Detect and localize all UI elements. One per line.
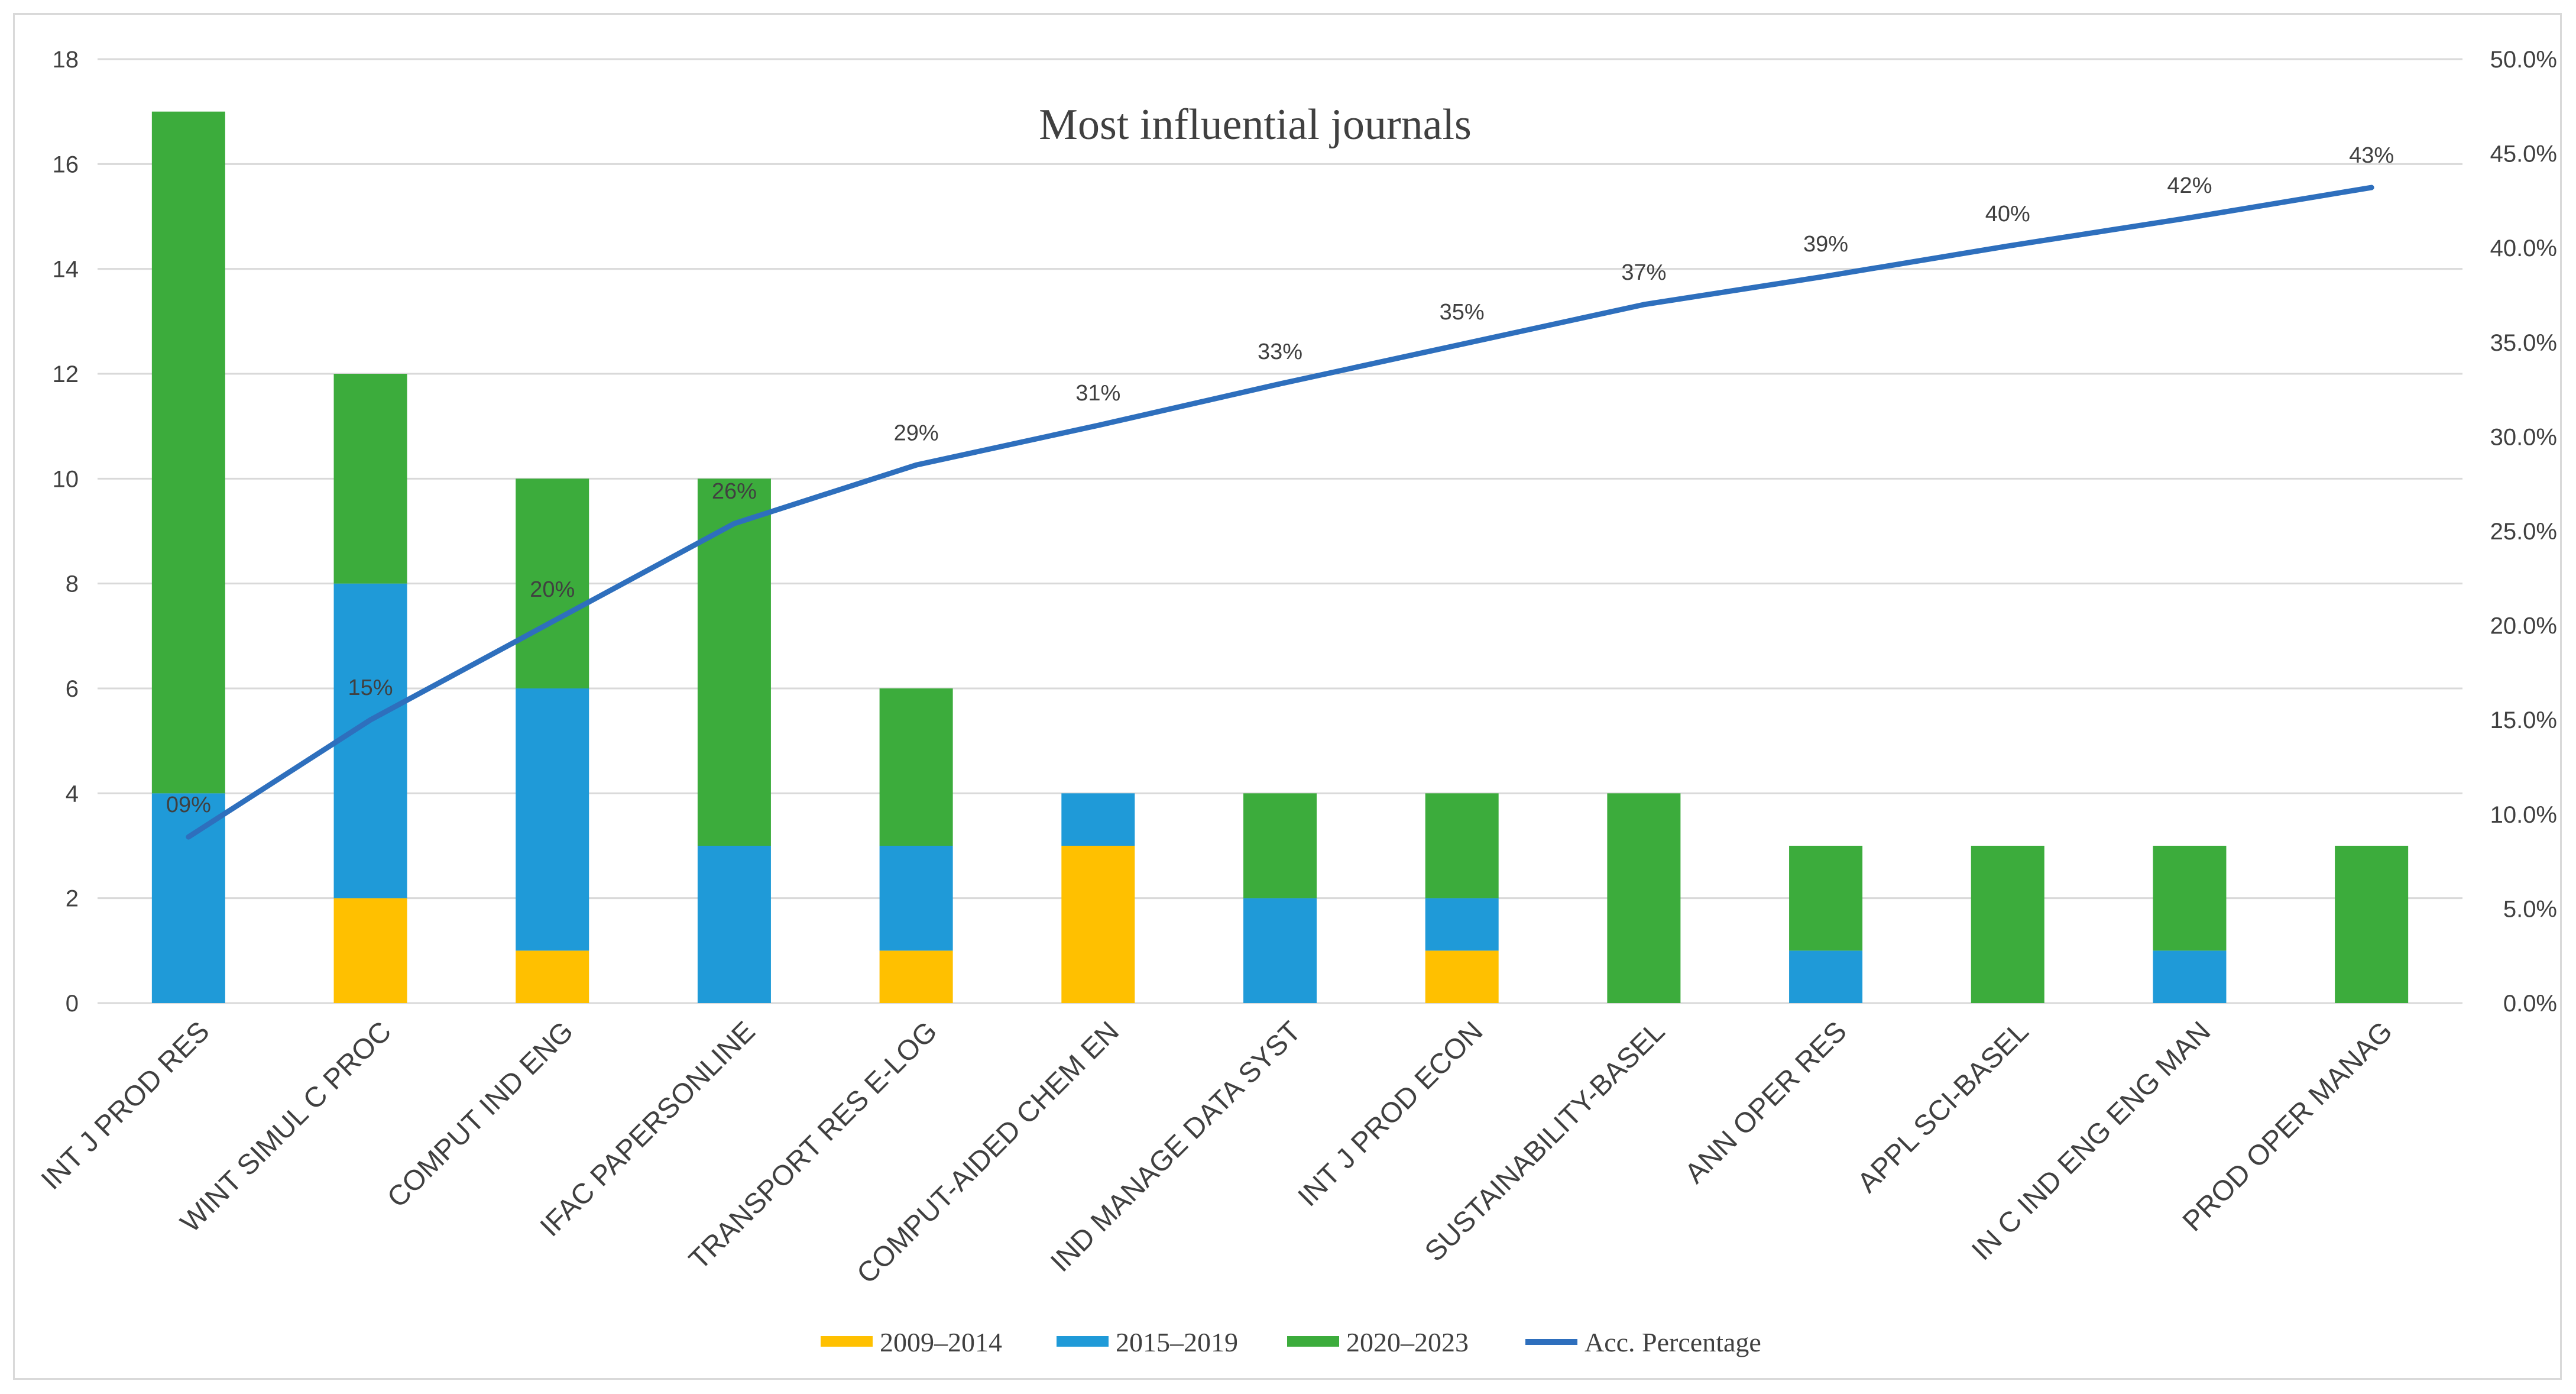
percentage-label: 42% bbox=[2167, 173, 2212, 198]
category-label: IFAC PAPERSONLINE bbox=[534, 1015, 762, 1243]
accumulated-percentage-series bbox=[186, 185, 2374, 840]
y-tick-label: 10 bbox=[53, 466, 79, 492]
percentage-label: 35% bbox=[1440, 300, 1485, 325]
category-label: INT J PROD RES bbox=[35, 1015, 216, 1196]
legend-swatch bbox=[1287, 1336, 1339, 1347]
chart-frame: 0 2 4 6 8 10 12 14 16 18 0.0% 5.0% 10.0% 15.0% 20.0% 2… bbox=[13, 13, 2562, 1380]
bar-segment bbox=[879, 846, 953, 951]
bar-segment bbox=[1789, 846, 1863, 951]
y2-tick-label: 0.0% bbox=[2503, 991, 2557, 1017]
bar-segment bbox=[2153, 950, 2227, 1003]
legend-label: 2020–2023 bbox=[1346, 1327, 1469, 1357]
legend-label: 2015–2019 bbox=[1116, 1327, 1238, 1357]
y2-tick-label: 30.0% bbox=[2490, 424, 2557, 450]
bar-segment bbox=[1243, 898, 1317, 1003]
y2-tick-label: 15.0% bbox=[2490, 707, 2557, 733]
percentage-label: 40% bbox=[1985, 202, 2030, 227]
y2-tick-label: 40.0% bbox=[2490, 235, 2557, 261]
bar-segment bbox=[697, 478, 771, 846]
stacked-bars bbox=[151, 111, 2409, 1003]
category-label: INT J PROD ECON bbox=[1292, 1015, 1489, 1212]
bar-segment bbox=[1243, 793, 1317, 898]
legend-swatch bbox=[1057, 1336, 1109, 1347]
category-label: WINT SIMUL C PROC bbox=[174, 1015, 397, 1238]
percentage-label: 20% bbox=[530, 577, 575, 602]
percentage-label: 29% bbox=[894, 421, 939, 445]
bar-segment bbox=[151, 111, 225, 794]
bar-segment bbox=[516, 688, 589, 951]
percentage-label: 26% bbox=[712, 479, 757, 504]
y2-tick-label: 45.0% bbox=[2490, 141, 2557, 167]
y-tick-label: 8 bbox=[66, 571, 79, 597]
legend-swatch bbox=[821, 1336, 873, 1347]
y2-tick-label: 35.0% bbox=[2490, 330, 2557, 356]
bar-segment bbox=[697, 846, 771, 1003]
y-tick-label: 12 bbox=[53, 361, 79, 387]
y-tick-label: 2 bbox=[66, 886, 79, 912]
chart-title: Most influential journals bbox=[1039, 101, 1472, 149]
bar-segment bbox=[1971, 846, 2044, 1003]
legend-label: 2009–2014 bbox=[880, 1327, 1002, 1357]
y2-tick-label: 25.0% bbox=[2490, 519, 2557, 545]
bar-segment bbox=[1789, 950, 1863, 1003]
legend-label: Acc. Percentage bbox=[1585, 1327, 1761, 1357]
y2-tick-label: 20.0% bbox=[2490, 613, 2557, 639]
bar-segment bbox=[879, 950, 953, 1003]
bar-segment bbox=[2153, 846, 2227, 951]
percentage-label: 15% bbox=[348, 675, 393, 700]
bar-segment bbox=[1061, 793, 1135, 846]
bar-segment bbox=[151, 793, 225, 1003]
y-axis-right: 0.0% 5.0% 10.0% 15.0% 20.0% 25.0% 30.0% 35.0% 40… bbox=[2490, 47, 2557, 1017]
bar-segment bbox=[333, 374, 407, 584]
bar-segment bbox=[2335, 846, 2409, 1003]
y-tick-label: 16 bbox=[53, 151, 79, 177]
percentage-label: 37% bbox=[1621, 260, 1666, 285]
category-label: PROD OPER MANAG bbox=[2177, 1015, 2399, 1237]
bar-segment bbox=[516, 950, 589, 1003]
category-label: COMPUT IND ENG bbox=[381, 1015, 579, 1214]
category-label: ANN OPER RES bbox=[1679, 1015, 1853, 1189]
y2-tick-label: 50.0% bbox=[2490, 47, 2557, 73]
y2-tick-label: 10.0% bbox=[2490, 802, 2557, 828]
journals-chart: 0 2 4 6 8 10 12 14 16 18 0.0% 5.0% 10.0% 15.0% 20.0% 2… bbox=[35, 47, 2557, 1357]
y-tick-label: 6 bbox=[66, 676, 79, 702]
percentage-label: 33% bbox=[1258, 339, 1302, 364]
category-label: APPL SCI-BASEL bbox=[1852, 1015, 2035, 1199]
percentage-data-labels: 09% 15% 20% 26% 29% 31% 33% 35% 37% 39% 40% 42% 43% bbox=[166, 143, 2394, 817]
bar-segment bbox=[333, 583, 407, 898]
y-axis-left: 0 2 4 6 8 10 12 14 16 18 bbox=[53, 47, 79, 1017]
percentage-label: 31% bbox=[1075, 381, 1120, 406]
bar-segment bbox=[1425, 950, 1499, 1003]
bar-segment bbox=[879, 688, 953, 846]
gridlines bbox=[98, 58, 2462, 1004]
y-tick-label: 18 bbox=[53, 47, 79, 73]
bar-segment bbox=[1061, 846, 1135, 1003]
percentage-label: 09% bbox=[166, 793, 211, 817]
bar-segment bbox=[1425, 793, 1499, 898]
percentage-label: 39% bbox=[1803, 232, 1848, 257]
y2-tick-label: 5.0% bbox=[2503, 896, 2557, 922]
bar-segment bbox=[333, 898, 407, 1003]
legend: 2009–2014 2015–2019 2020–2023 Acc. Percenta… bbox=[821, 1327, 1761, 1357]
bar-segment bbox=[516, 478, 589, 688]
percentage-label: 43% bbox=[2349, 143, 2394, 168]
bar-segment bbox=[1607, 793, 1681, 1003]
y-tick-label: 14 bbox=[53, 257, 79, 283]
y-tick-label: 4 bbox=[66, 781, 79, 807]
y-tick-label: 0 bbox=[66, 991, 79, 1017]
bar-segment bbox=[1425, 898, 1499, 951]
